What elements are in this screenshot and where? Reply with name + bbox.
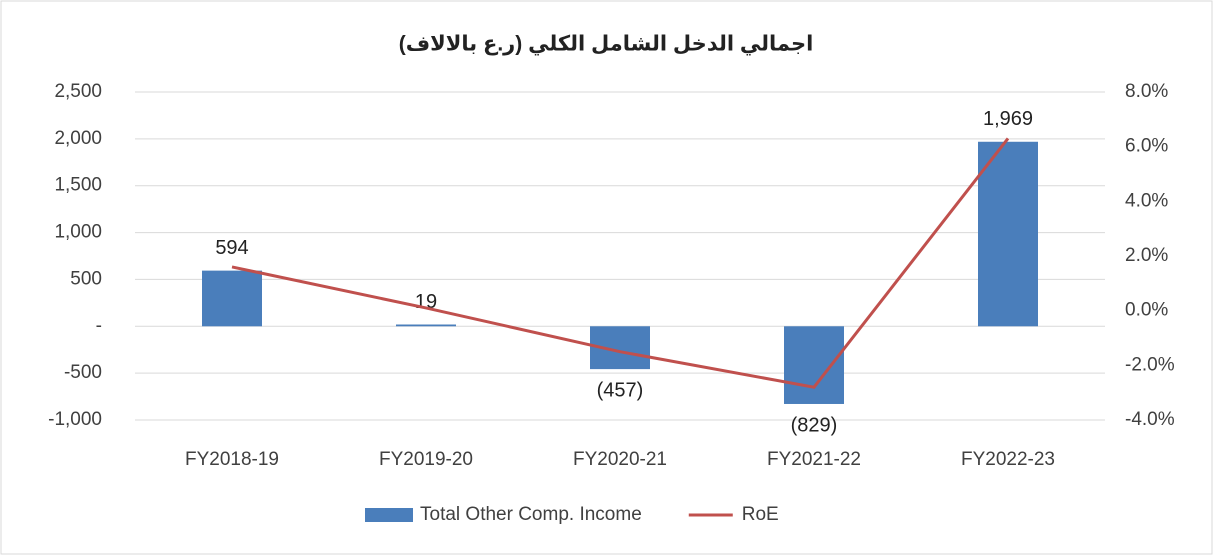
x-tick-label: FY2021-22 xyxy=(767,449,861,470)
y2-tick-label: -4.0% xyxy=(1125,409,1175,430)
y-tick-label: 500 xyxy=(70,268,102,289)
data-label: (829) xyxy=(791,414,838,436)
x-tick-label: FY2018-19 xyxy=(185,449,279,470)
bar xyxy=(396,324,456,327)
data-label: 594 xyxy=(215,237,248,259)
y2-tick-label: 4.0% xyxy=(1125,190,1168,211)
y-tick-label: -1,000 xyxy=(48,409,102,430)
bar xyxy=(202,270,262,327)
y-tick-label: 2,500 xyxy=(54,81,102,102)
y2-tick-label: -2.0% xyxy=(1125,354,1175,375)
y-tick-label: 2,000 xyxy=(54,128,102,149)
y2-tick-label: 8.0% xyxy=(1125,81,1168,102)
line xyxy=(231,137,1010,389)
chart-title: اجمالي الدخل الشامل الكلي (ر.ع بالالاف) xyxy=(399,33,814,56)
legend-swatch xyxy=(365,508,413,522)
bar xyxy=(784,326,844,404)
x-tick-label: FY2020-21 xyxy=(573,449,667,470)
y-tick-label: -500 xyxy=(64,362,102,383)
y-tick-label: 1,000 xyxy=(54,222,102,243)
x-tick-label: FY2022-23 xyxy=(961,449,1055,470)
data-label: (457) xyxy=(597,379,644,401)
y2-tick-label: 2.0% xyxy=(1125,245,1168,266)
y2-tick-label: 6.0% xyxy=(1125,136,1168,157)
y-tick-label: - xyxy=(96,315,102,336)
legend-label: RoE xyxy=(742,504,779,525)
data-label: 1,969 xyxy=(983,108,1033,130)
y2-tick-label: 0.0% xyxy=(1125,300,1168,321)
legend-label: Total Other Comp. Income xyxy=(420,504,642,525)
bar xyxy=(978,141,1038,327)
x-tick-label: FY2019-20 xyxy=(379,449,473,470)
y-tick-label: 1,500 xyxy=(54,175,102,196)
